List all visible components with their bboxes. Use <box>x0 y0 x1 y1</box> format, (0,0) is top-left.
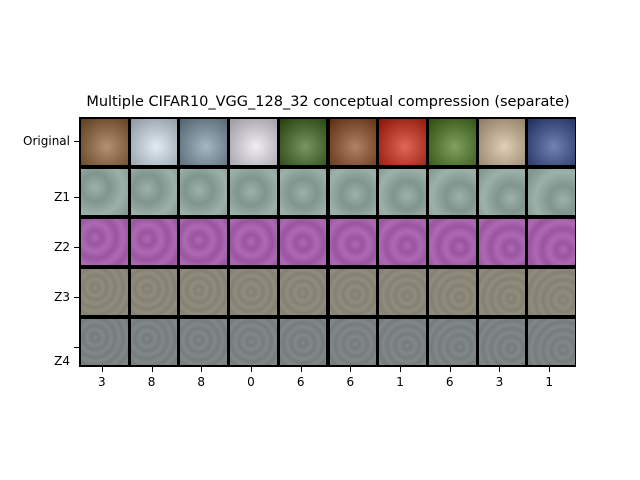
grid-cell-z2-6 <box>379 219 426 265</box>
chart-title: Multiple CIFAR10_VGG_128_32 conceptual c… <box>86 94 570 110</box>
y-tick-original <box>74 141 79 142</box>
grid-cell-z1-9 <box>528 169 575 215</box>
grid-cell-original-5 <box>329 119 377 165</box>
column-label-8: 3 <box>495 375 504 389</box>
grid-cell-original-7 <box>428 119 476 165</box>
column-label-5: 6 <box>346 375 355 389</box>
grid-cell-z3-9 <box>528 269 575 315</box>
grid-cell-z3-2 <box>180 269 228 315</box>
grid-cell-z4-7 <box>428 319 476 365</box>
x-tick-3 <box>250 367 252 372</box>
x-tick-8 <box>499 367 501 372</box>
grid-cell-z4-9 <box>528 319 575 365</box>
grid-cell-original-3 <box>230 119 277 165</box>
grid-cell-z3-1 <box>130 269 178 315</box>
grid-cell-original-1 <box>130 119 178 165</box>
grid-cell-z1-7 <box>428 169 476 215</box>
grid-cell-z4-6 <box>379 319 426 365</box>
y-tick-z2 <box>74 247 79 248</box>
x-tick-2 <box>201 367 203 372</box>
grid-cell-z2-1 <box>130 219 178 265</box>
x-tick-4 <box>300 367 302 372</box>
row-label-z3: Z3 <box>54 290 70 304</box>
grid-cell-z2-4 <box>279 219 327 265</box>
grid-cell-z2-8 <box>478 219 526 265</box>
grid-cell-original-6 <box>379 119 426 165</box>
grid-cell-z2-2 <box>180 219 228 265</box>
grid-cell-z2-3 <box>230 219 277 265</box>
grid-cell-original-2 <box>180 119 228 165</box>
grid-cell-z2-9 <box>528 219 575 265</box>
x-tick-7 <box>449 367 451 372</box>
image-grid <box>79 117 576 367</box>
grid-cell-original-9 <box>528 119 575 165</box>
grid-cell-z4-3 <box>230 319 277 365</box>
column-label-9: 1 <box>545 375 553 389</box>
y-tick-z4 <box>74 347 79 348</box>
x-tick-5 <box>350 367 352 372</box>
y-tick-z1 <box>74 197 79 198</box>
grid-cell-z3-4 <box>279 269 327 315</box>
grid-cell-z4-2 <box>180 319 228 365</box>
x-tick-0 <box>101 367 103 372</box>
grid-cell-original-4 <box>279 119 327 165</box>
grid-cell-z2-7 <box>428 219 476 265</box>
grid-cell-z3-5 <box>329 269 377 315</box>
y-tick-z3 <box>74 297 79 298</box>
column-label-2: 8 <box>197 375 206 389</box>
grid-cell-z4-5 <box>329 319 377 365</box>
grid-cell-z1-1 <box>130 169 178 215</box>
grid-cell-z4-8 <box>478 319 526 365</box>
grid-cell-original-8 <box>478 119 526 165</box>
x-tick-6 <box>400 367 402 372</box>
row-label-z4: Z4 <box>54 354 70 368</box>
column-label-6: 1 <box>396 375 404 389</box>
grid-cell-z2-0 <box>81 219 128 265</box>
grid-cell-original-0 <box>81 119 128 165</box>
grid-cell-z3-7 <box>428 269 476 315</box>
column-label-4: 6 <box>296 375 305 389</box>
grid-cell-z1-2 <box>180 169 228 215</box>
column-label-3: 0 <box>247 375 255 389</box>
grid-cell-z1-6 <box>379 169 426 215</box>
column-label-0: 3 <box>98 375 106 389</box>
grid-cell-z1-8 <box>478 169 526 215</box>
column-label-7: 6 <box>445 375 454 389</box>
grid-cell-z4-0 <box>81 319 128 365</box>
grid-cell-z1-0 <box>81 169 128 215</box>
row-label-z1: Z1 <box>54 190 70 204</box>
grid-cell-z3-6 <box>379 269 426 315</box>
row-label-z2: Z2 <box>54 240 70 254</box>
grid-cell-z1-4 <box>279 169 327 215</box>
x-tick-1 <box>151 367 153 372</box>
column-label-1: 8 <box>147 375 156 389</box>
grid-cell-z1-3 <box>230 169 277 215</box>
grid-cell-z4-4 <box>279 319 327 365</box>
row-label-original: Original <box>23 134 70 148</box>
x-tick-9 <box>549 367 551 372</box>
grid-cell-z3-3 <box>230 269 277 315</box>
grid-cell-z1-5 <box>329 169 377 215</box>
grid-cell-z3-8 <box>478 269 526 315</box>
grid-cell-z2-5 <box>329 219 377 265</box>
grid-cell-z4-1 <box>130 319 178 365</box>
grid-cell-z3-0 <box>81 269 128 315</box>
